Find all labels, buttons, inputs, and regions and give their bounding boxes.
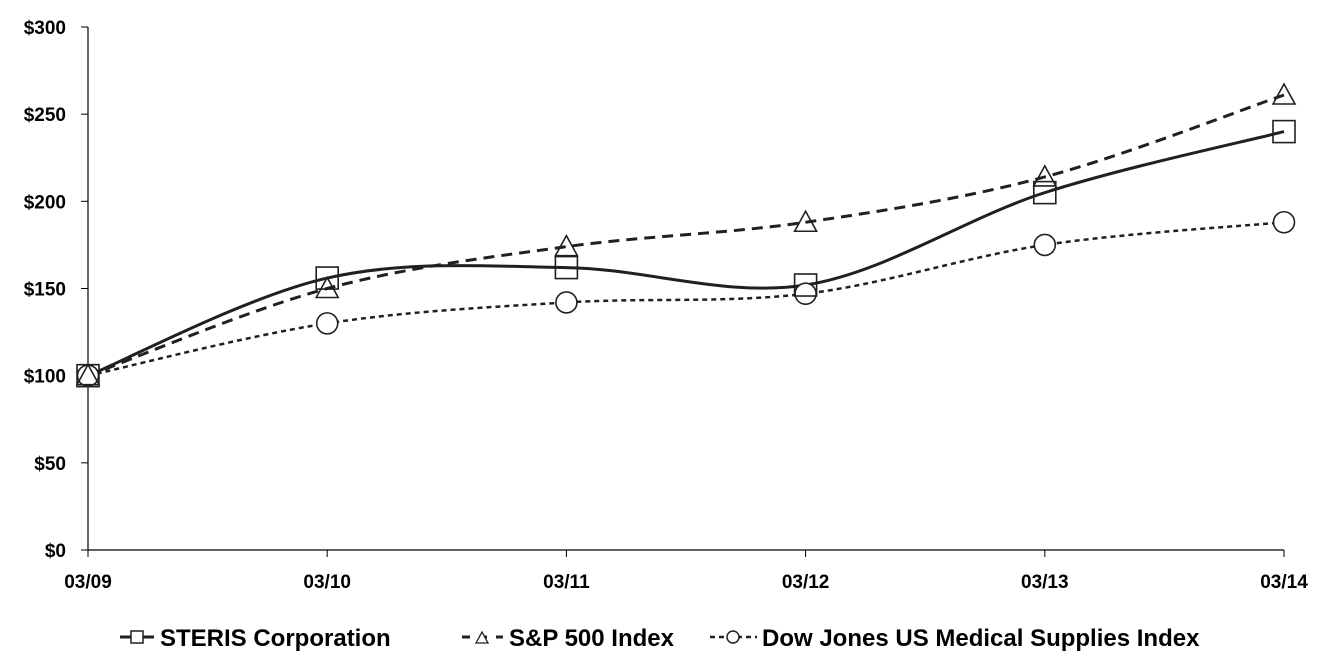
y-tick-label: $300 [24,18,66,39]
x-tick-label: 03/10 [303,572,351,593]
data-point-s-p-500-index [314,275,340,299]
x-tick-label: 03/09 [64,572,112,593]
chart-legend: STERIS Corporation S&P 500 Index Dow Jon… [120,625,1200,652]
data-point-steris-corporation [554,255,579,280]
x-axis-ticks: 03/09 03/10 03/11 03/12 03/13 03/14 [64,550,1308,593]
legend-label-dow-jones: Dow Jones US Medical Supplies Index [762,625,1200,652]
y-axis-ticks: $0 $50 $100 $150 $200 $250 $300 [24,18,88,562]
y-tick-label: $150 [24,280,66,301]
data-point-steris-corporation [76,363,100,388]
series-line-steris-corporation [87,130,1285,378]
legend-label-sp500: S&P 500 Index [509,625,675,652]
series-line-s-p-500-index [87,93,1285,378]
data-point-dow-jones-us-medical-supplies-index [76,364,100,387]
data-point-dow-jones-us-medical-supplies-index [794,282,817,306]
data-point-steris-corporation [1272,119,1296,144]
x-tick-label: 03/13 [1021,572,1069,593]
series-lines [87,93,1285,378]
data-point-steris-corporation [315,266,340,290]
series-markers [75,82,1297,388]
data-point-dow-jones-us-medical-supplies-index [1272,210,1296,234]
series-line-dow-jones-us-medical-supplies-index [87,221,1285,377]
data-point-s-p-500-index [75,363,101,386]
data-point-dow-jones-us-medical-supplies-index [555,291,578,314]
data-point-s-p-500-index [1032,164,1058,187]
triangle-marker-icon [474,630,490,644]
legend-entry-steris: STERIS Corporation [120,625,391,652]
y-tick-label: $250 [24,105,66,126]
circle-marker-icon [726,630,740,644]
data-point-s-p-500-index [793,209,818,233]
data-point-s-p-500-index [554,233,579,257]
data-point-steris-corporation [1033,180,1057,205]
chart-axes [87,27,1284,551]
data-point-dow-jones-us-medical-supplies-index [315,312,339,335]
x-tick-label: 03/11 [543,572,590,593]
y-tick-label: $50 [34,454,66,475]
legend-entry-sp500: S&P 500 Index [462,625,675,652]
x-tick-label: 03/14 [1260,572,1308,593]
legend-label-steris: STERIS Corporation [160,625,391,652]
x-tick-label: 03/12 [782,572,830,593]
data-point-dow-jones-us-medical-supplies-index [1033,233,1057,257]
y-tick-label: $0 [45,541,66,562]
data-point-steris-corporation [793,273,818,297]
legend-entry-dow-jones: Dow Jones US Medical Supplies Index [710,625,1200,652]
y-tick-label: $200 [24,192,66,213]
y-tick-label: $100 [24,367,66,388]
data-point-s-p-500-index [1271,82,1297,105]
square-marker-icon [130,630,144,644]
